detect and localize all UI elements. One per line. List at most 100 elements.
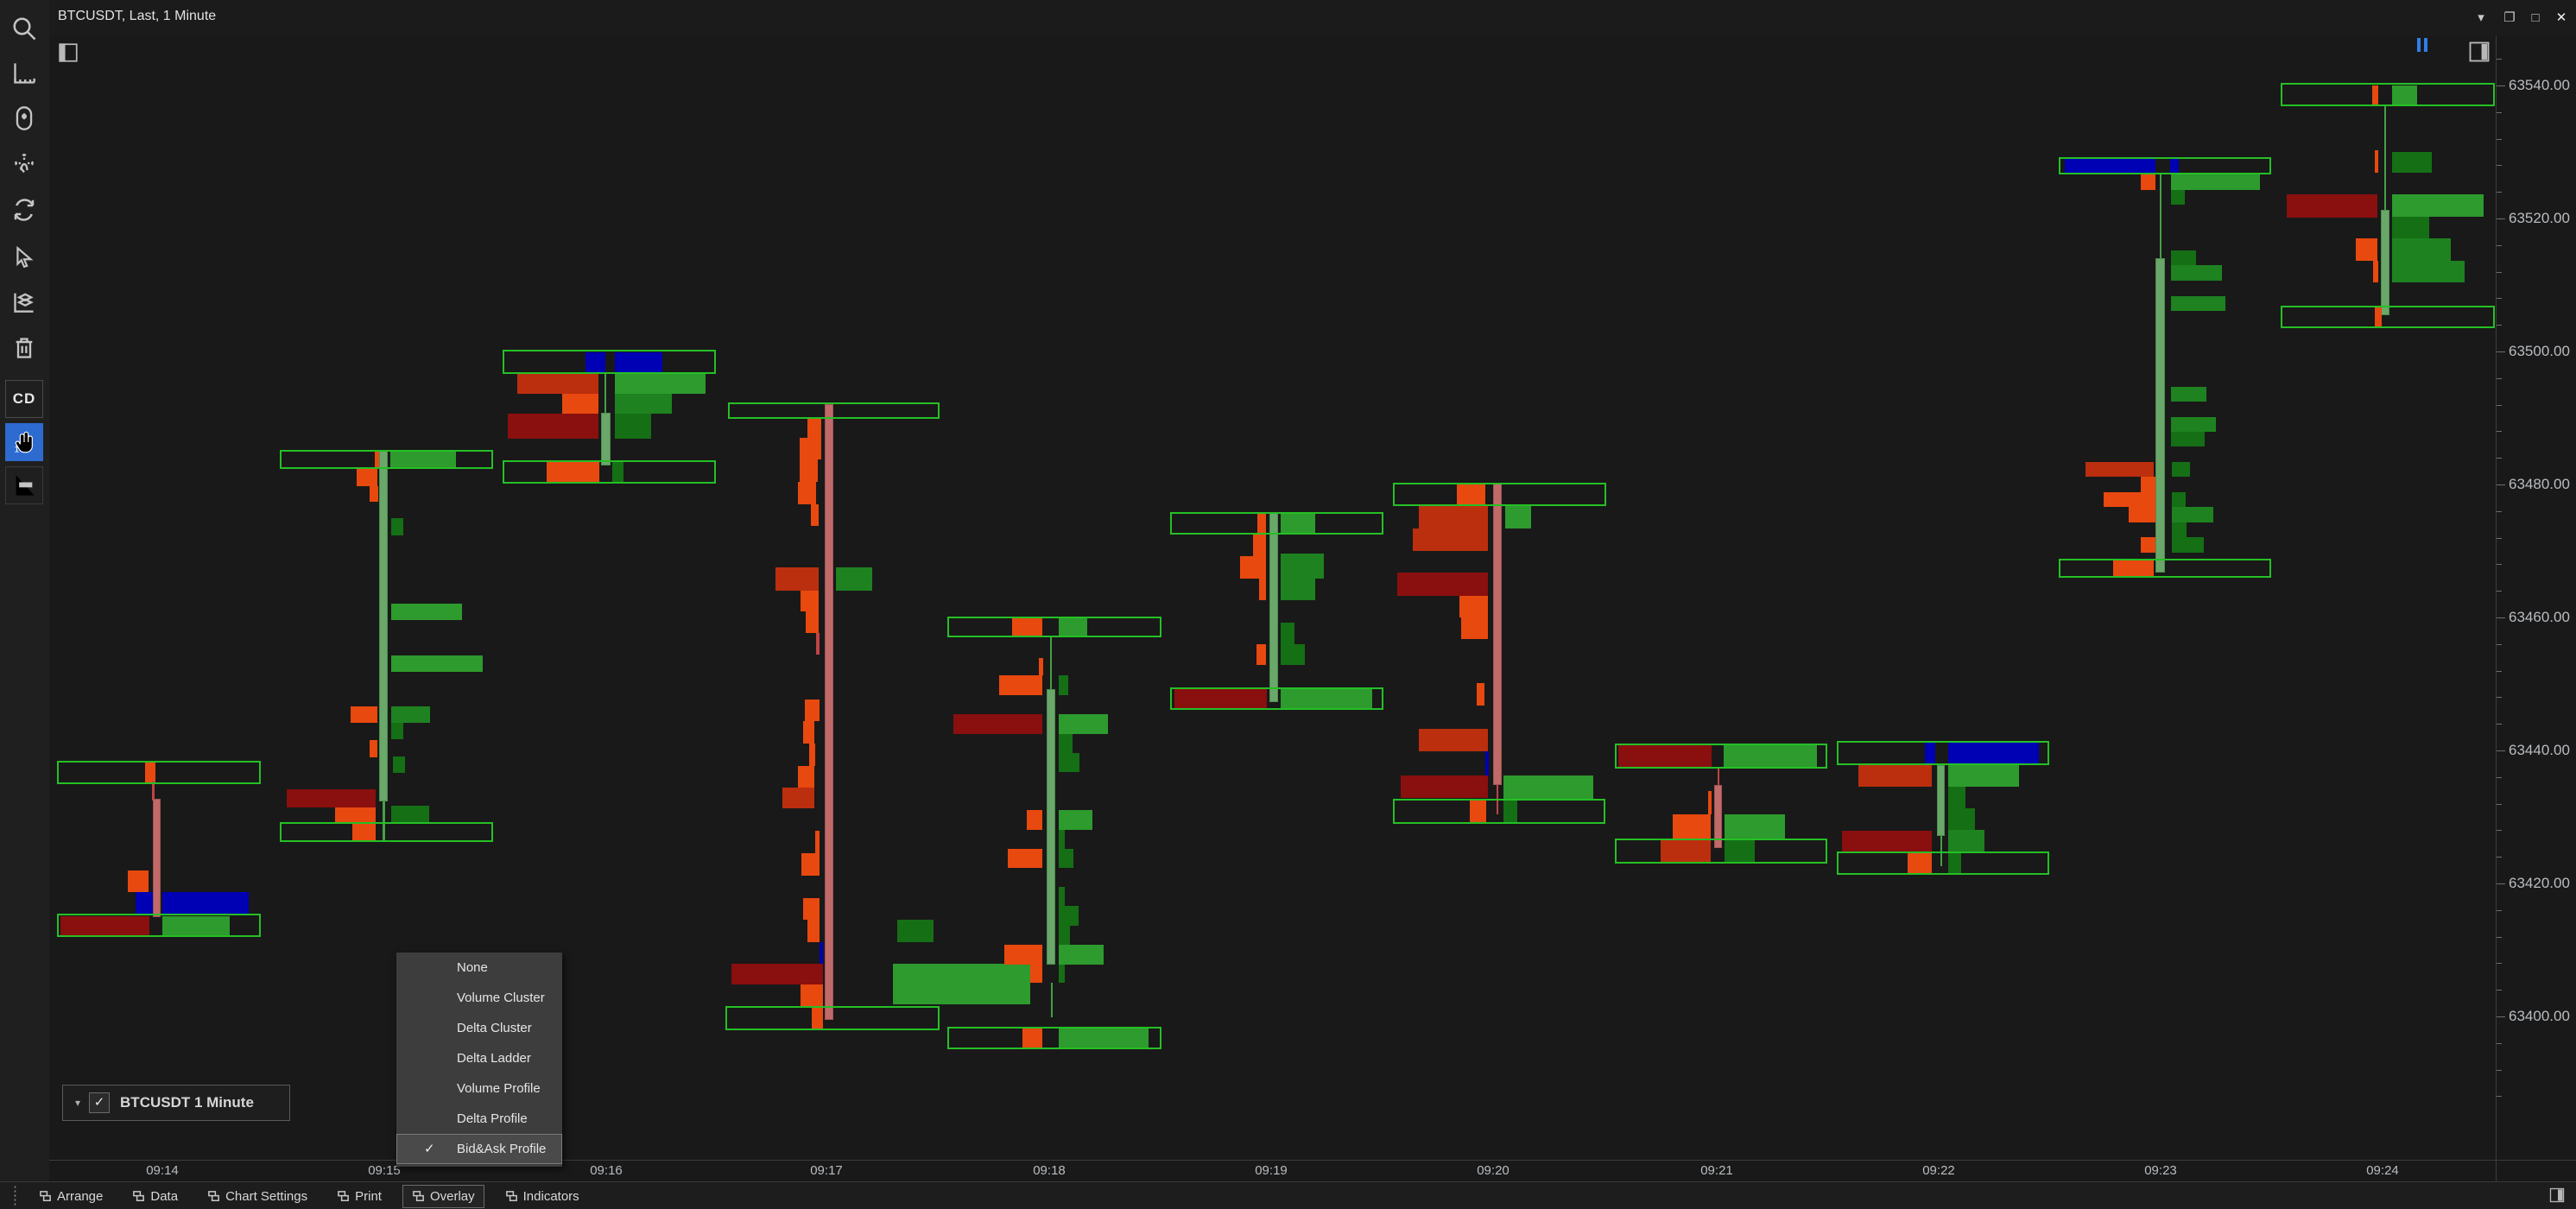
cluster-bar [1618, 745, 1712, 767]
trash-icon[interactable] [8, 332, 41, 364]
close-icon[interactable]: ✕ [2555, 10, 2567, 25]
cluster-bar [2171, 387, 2206, 402]
cluster-bar [801, 853, 820, 876]
cluster-box [1393, 799, 1605, 824]
cluster-box [1170, 687, 1383, 710]
axis-corner [2496, 1160, 2576, 1182]
layers-icon[interactable] [8, 285, 41, 318]
left-panel-toggle-icon[interactable] [57, 41, 79, 68]
price-tick [2497, 537, 2502, 539]
price-tick [2497, 458, 2502, 459]
cluster-bar [1725, 840, 1755, 862]
cluster-box [280, 450, 493, 469]
chart-settings-button[interactable]: Chart Settings [199, 1186, 316, 1207]
cluster-bar [820, 942, 823, 964]
refresh-icon[interactable] [8, 193, 41, 226]
cluster-bar [1059, 753, 1079, 772]
cluster-bar [2172, 537, 2204, 553]
price-label: 63540.00 [2509, 77, 2570, 93]
cluster-box [728, 402, 940, 419]
cluster-bar [391, 806, 429, 823]
cluster-bar [2129, 507, 2155, 522]
candle-body [2155, 258, 2165, 573]
cluster-bar [809, 744, 815, 766]
restore-icon[interactable]: ❐ [2503, 10, 2516, 25]
candle-body [379, 451, 388, 801]
cluster-bar [2172, 462, 2190, 477]
price-tick [2497, 271, 2502, 273]
cluster-bar [1281, 554, 1324, 579]
cd-label: CD [12, 390, 36, 407]
cluster-bar [2171, 190, 2185, 205]
toolbar-grip-icon[interactable]: ⋮ ⋮ [9, 1184, 22, 1207]
cluster-bar [1925, 743, 1935, 763]
menu-item-delta-cluster[interactable]: Delta Cluster [457, 1021, 532, 1035]
price-tick [2497, 591, 2502, 592]
chart-scale-icon[interactable] [8, 57, 41, 90]
cluster-bar [2392, 217, 2429, 238]
maximize-icon[interactable]: □ [2531, 10, 2540, 25]
cluster-bar [803, 898, 820, 920]
menu-item-volume-cluster[interactable]: Volume Cluster [457, 991, 545, 1005]
cluster-bar [1503, 801, 1517, 822]
cluster-bar [357, 467, 377, 486]
cluster-bar [145, 763, 155, 782]
menu-item-delta-ladder[interactable]: Delta Ladder [457, 1051, 531, 1066]
candle-wick [1940, 836, 1942, 866]
svg-text:1: 1 [14, 445, 19, 454]
menu-item-none[interactable]: None [457, 960, 488, 975]
cluster-bar [615, 373, 706, 394]
cluster-bar [775, 567, 819, 591]
cluster-bar [1253, 535, 1266, 556]
check-icon: ✓ [424, 1142, 435, 1156]
cluster-bar [807, 417, 821, 438]
indicators-button[interactable]: Indicators [497, 1186, 588, 1207]
cluster-bar [1257, 514, 1266, 533]
cluster-bar [370, 486, 378, 502]
cluster-delta-button[interactable]: CD [5, 380, 43, 418]
cluster-bar [782, 788, 814, 808]
cluster-bar [60, 916, 149, 935]
cluster-bar [391, 723, 403, 739]
cluster-bar [1858, 765, 1932, 787]
panel-toggle-icon[interactable] [2548, 1187, 2566, 1208]
one-click-trading-button[interactable]: 1 [5, 423, 43, 461]
cluster-box [1393, 483, 1606, 506]
mouse-scroll-icon[interactable] [8, 102, 41, 135]
price-axis[interactable]: 63540.00 63520.00 63500.00 63480.00 63460.00… [2496, 36, 2576, 1160]
profile-indicator-button[interactable] [5, 466, 43, 504]
pan-hand-icon[interactable] [8, 147, 41, 180]
time-label: 09:22 [1922, 1163, 1955, 1178]
print-button[interactable]: Print [328, 1186, 390, 1207]
right-panel-toggle-icon[interactable] [2467, 40, 2491, 68]
cluster-bar [2171, 265, 2222, 281]
cluster-bar [1281, 623, 1294, 644]
data-button[interactable]: Data [123, 1186, 187, 1207]
cluster-bar [2141, 174, 2155, 190]
pause-icon[interactable] [2415, 38, 2429, 56]
price-tick [2497, 59, 2502, 60]
window-menu-caret-icon[interactable]: ▾ [2478, 10, 2484, 25]
cluster-bar [1022, 1029, 1042, 1048]
cluster-bar [2113, 560, 2154, 576]
cluster-bar [1012, 618, 1042, 636]
menu-item-volume-profile[interactable]: Volume Profile [457, 1081, 541, 1096]
price-tick [2497, 830, 2502, 832]
instrument-chip[interactable]: ▾ ✓ BTCUSDT 1 Minute [62, 1085, 290, 1121]
cluster-bar [1059, 1029, 1149, 1048]
cluster-bar [1059, 945, 1104, 965]
arrange-button[interactable]: Arrange [30, 1186, 111, 1207]
overlay-button[interactable]: Overlay [402, 1184, 484, 1208]
cluster-bar [615, 352, 662, 373]
search-icon[interactable] [8, 12, 41, 45]
cursor-icon[interactable] [8, 240, 41, 273]
cluster-bar [612, 462, 623, 483]
chip-caret-icon[interactable]: ▾ [75, 1097, 81, 1109]
price-tick [2497, 85, 2505, 86]
price-label: 63440.00 [2509, 742, 2570, 758]
chip-checkbox[interactable]: ✓ [89, 1092, 111, 1113]
cluster-bar [2375, 150, 2378, 173]
menu-item-delta-profile[interactable]: Delta Profile [457, 1111, 528, 1126]
cluster-bar [1039, 658, 1043, 675]
menu-item-bidask-profile[interactable]: ✓ Bid&Ask Profile [396, 1134, 562, 1164]
